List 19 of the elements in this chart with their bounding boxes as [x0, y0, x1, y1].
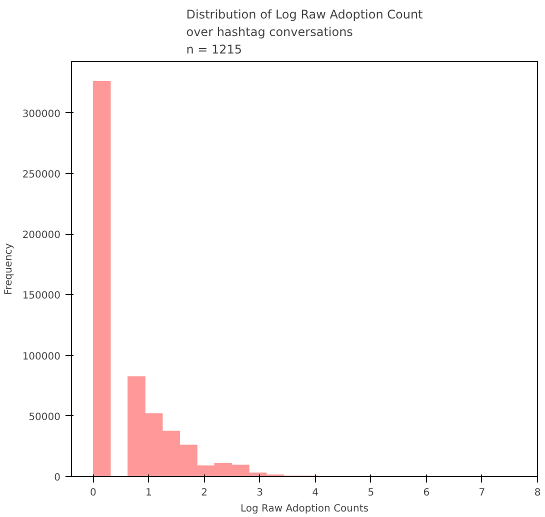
y-tick-label: 50000 [28, 412, 60, 423]
x-tick-label: 6 [423, 488, 430, 498]
x-tick-label: 2 [201, 488, 208, 498]
x-tick-label: 4 [312, 488, 319, 498]
y-axis-title: Frequency [3, 243, 14, 295]
chart-title: Distribution of Log Raw Adoption Count over hashtag conversations n = 1215 [186, 8, 424, 56]
y-tick-label: 200000 [22, 230, 61, 242]
x-tick-label: 3 [256, 488, 263, 498]
x-tick-label: 1 [146, 488, 152, 498]
y-tick-label: 300000 [22, 108, 61, 120]
y-tick-label: 150000 [22, 290, 61, 302]
y-tick-label: 250000 [22, 169, 61, 180]
y-tick-label: 0 [54, 472, 61, 484]
x-tick-label: 5 [368, 488, 374, 498]
x-tick-label: 7 [478, 488, 486, 498]
x-tick-label: 8 [534, 488, 541, 498]
x-axis-title: Log Raw Adoption Counts [240, 504, 368, 514]
x-tick-label: 0 [90, 488, 96, 498]
y-tick-label: 100000 [22, 351, 61, 362]
